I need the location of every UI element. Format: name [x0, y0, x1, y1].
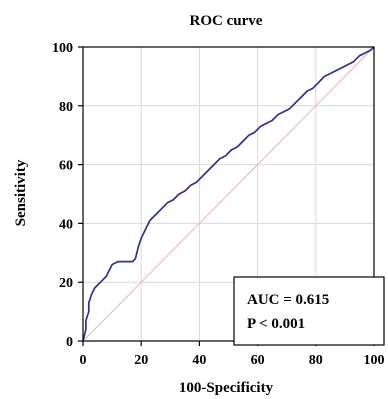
reference-diagonal: [82, 46, 375, 342]
y-axis-label: Sensitivity: [13, 159, 29, 226]
axis-ticks: 0 20 40 60 80 100 0 20 40 60 80 100: [52, 41, 385, 368]
x-tick-label: 20: [134, 353, 148, 368]
x-tick-label: 60: [251, 353, 265, 368]
x-tick-label: 80: [309, 353, 323, 368]
y-tick-label: 60: [59, 159, 73, 174]
y-tick-label: 0: [66, 335, 73, 350]
y-tick-label: 40: [59, 217, 73, 232]
x-tick-label: 100: [364, 353, 385, 368]
roc-curve: [82, 46, 375, 342]
p-value: P < 0.001: [247, 316, 305, 332]
x-tick-label: 40: [192, 353, 206, 368]
y-tick-label: 100: [52, 41, 73, 56]
chart-title: ROC curve: [190, 13, 263, 29]
grid: [83, 47, 374, 341]
y-tick-label: 20: [59, 276, 73, 291]
annotation-frame: [233, 276, 385, 346]
auc-annotation-box: AUC = 0.615 P < 0.001: [233, 276, 385, 346]
plot-frame: [82, 46, 375, 342]
x-axis-label: 100-Specificity: [179, 380, 274, 396]
auc-value: AUC = 0.615: [247, 292, 329, 308]
y-tick-label: 80: [59, 100, 73, 115]
x-tick-label: 0: [80, 353, 87, 368]
